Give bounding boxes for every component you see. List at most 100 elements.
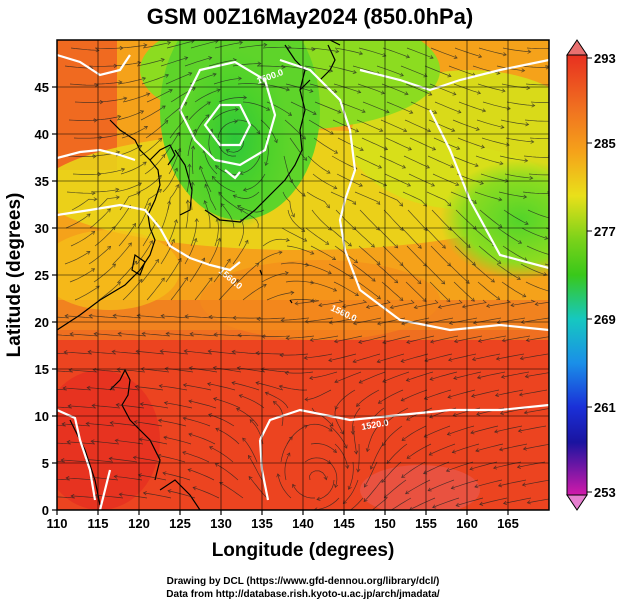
streamline-arrow — [309, 375, 314, 381]
streamline-arrow — [332, 449, 337, 453]
streamline — [332, 119, 359, 132]
streamline — [184, 238, 197, 265]
streamline — [379, 155, 406, 169]
streamline — [481, 137, 510, 146]
streamline-arrow — [456, 145, 461, 150]
streamline — [306, 191, 330, 209]
streamline-arrow — [501, 88, 506, 93]
streamline — [218, 279, 239, 301]
streamline-arrow — [486, 303, 491, 308]
streamline-arrow — [115, 402, 120, 408]
streamline — [57, 334, 75, 337]
streamline — [405, 281, 427, 302]
streamline-arrow — [455, 182, 460, 187]
x-tick-label: 135 — [251, 516, 273, 531]
streamline — [239, 394, 265, 409]
streamline — [57, 461, 66, 463]
streamline-arrow — [164, 120, 169, 124]
streamline — [328, 263, 354, 279]
streamline — [167, 490, 196, 499]
streamline-arrow — [236, 407, 241, 412]
streamline — [208, 316, 238, 319]
streamline — [57, 425, 67, 427]
streamline-arrow — [316, 496, 321, 501]
streamline-arrow — [142, 491, 147, 496]
streamline — [334, 443, 349, 469]
streamline — [429, 371, 458, 380]
streamline-arrow — [500, 374, 505, 379]
streamline — [382, 335, 411, 344]
streamline-arrow — [523, 194, 528, 199]
streamline — [353, 353, 381, 363]
x-tick-label: 125 — [169, 516, 191, 531]
x-tick-label: 140 — [292, 516, 314, 531]
streamline — [96, 168, 125, 175]
streamline-arrow — [450, 485, 455, 490]
streamline — [112, 62, 141, 67]
streamline-arrow — [404, 91, 409, 96]
streamline — [357, 281, 381, 300]
streamline — [425, 227, 446, 249]
streamline-arrow — [399, 202, 404, 207]
streamline — [358, 335, 387, 343]
streamline — [111, 386, 140, 391]
streamline — [474, 191, 502, 201]
streamline-arrow — [409, 109, 414, 114]
streamline — [390, 497, 412, 510]
streamline — [401, 425, 427, 441]
streamline-arrow — [499, 410, 505, 416]
streamline — [57, 352, 69, 355]
streamline — [354, 191, 381, 205]
streamline-arrow — [93, 331, 98, 336]
streamline-arrow — [139, 402, 144, 407]
x-axis-label: Longitude (degrees) — [212, 540, 395, 561]
streamline — [141, 259, 159, 283]
streamline — [255, 352, 284, 355]
streamline — [430, 335, 459, 343]
streamline-arrow — [466, 244, 471, 248]
streamline — [353, 425, 357, 454]
streamline — [135, 386, 164, 391]
streamline — [406, 47, 434, 59]
streamline-arrow — [182, 416, 187, 421]
streamline-arrow — [115, 187, 120, 192]
streamline — [285, 83, 314, 92]
streamline-arrow — [323, 476, 328, 481]
streamline — [502, 47, 531, 53]
streamline — [472, 65, 500, 74]
streamline-arrow — [215, 217, 220, 222]
streamline-arrow — [361, 109, 366, 114]
streamline — [475, 443, 504, 452]
streamline-arrow — [201, 257, 206, 262]
streamline — [401, 389, 428, 402]
streamline-arrow — [121, 167, 126, 172]
streamline — [113, 205, 131, 229]
streamline-arrow — [327, 270, 332, 275]
streamline-arrow — [160, 277, 165, 282]
streamline-arrow — [471, 357, 477, 362]
streamline-arrow — [502, 52, 507, 57]
streamline — [137, 315, 166, 319]
streamline — [143, 492, 172, 499]
streamline-arrow — [208, 314, 213, 320]
streamline — [475, 155, 503, 165]
streamline — [212, 108, 239, 121]
streamline — [432, 497, 460, 508]
streamline — [233, 191, 260, 199]
streamline-arrow — [160, 313, 165, 319]
streamline-arrow — [333, 89, 338, 94]
temperature-field — [57, 40, 549, 510]
streamline-arrow — [112, 313, 117, 318]
x-tick-label: 115 — [88, 516, 109, 531]
streamline — [87, 387, 116, 391]
streamline — [238, 219, 244, 247]
streamline — [370, 443, 384, 470]
streamline-arrow — [474, 484, 479, 489]
streamline-arrow — [472, 320, 477, 325]
streamline — [295, 299, 319, 305]
streamline — [506, 101, 535, 106]
streamline — [138, 175, 162, 193]
y-tick-label: 15 — [35, 362, 49, 377]
streamline — [122, 93, 150, 103]
streamline-arrow — [437, 304, 442, 309]
